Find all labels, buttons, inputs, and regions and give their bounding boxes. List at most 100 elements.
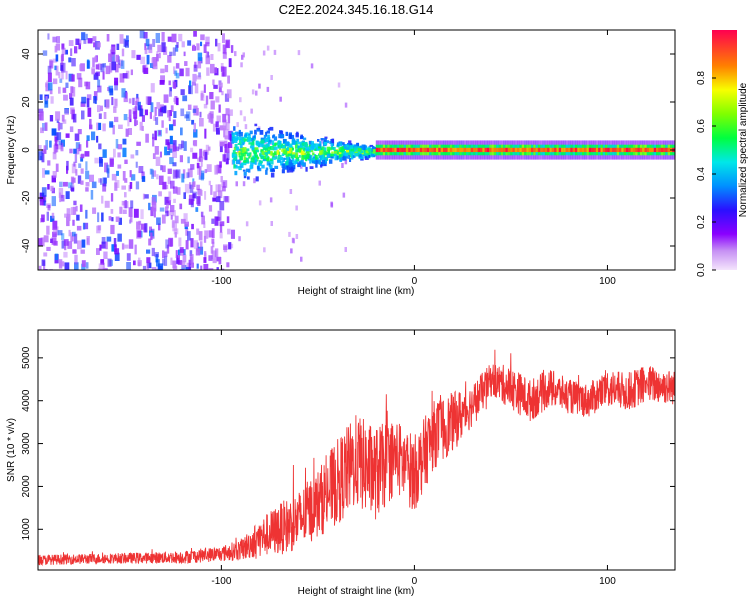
spectrogram-cell (130, 69, 133, 76)
spectrogram-cell (225, 122, 230, 131)
spectrogram-cell (233, 126, 236, 131)
spectrogram-cell (267, 137, 271, 142)
spectrogram-cell (280, 156, 283, 161)
spectrogram-axes: -100 0 100 -40 -20 0 20 40 (21, 30, 675, 287)
spectrogram-cell (372, 149, 377, 154)
spectrogram-cell (487, 147, 490, 153)
spectrogram-cell (128, 128, 132, 135)
spectrogram-cell (205, 51, 209, 59)
snr-plot-frame (37, 329, 676, 571)
spectrogram-cell (263, 247, 266, 253)
spectrogram-cell (246, 152, 251, 157)
spectrogram-cell (185, 228, 189, 236)
spectrogram-cell (53, 240, 58, 246)
spectrogram-cell (78, 77, 83, 88)
spectrogram-cell (215, 196, 221, 203)
spectrogram-cell (269, 197, 273, 203)
spectrogram-cell (97, 225, 102, 231)
spectrogram-cell (242, 169, 246, 172)
spectrogram-y-tick-label: 40 (21, 48, 32, 60)
spectrogram-cell (470, 147, 474, 153)
spectrogram-cell (168, 191, 172, 202)
spectrogram-cell (112, 125, 115, 135)
spectrogram-cell (38, 151, 43, 161)
spectrogram-cell (152, 39, 156, 47)
spectrogram-cell (449, 147, 453, 153)
spectrogram-cell (80, 101, 86, 107)
spectrogram-cell (60, 142, 64, 152)
spectrogram-cell (282, 167, 286, 170)
spectrogram-cell (296, 131, 299, 137)
spectrogram-cell (191, 223, 194, 230)
spectrogram-cell (341, 156, 345, 161)
spectrogram-cell (191, 81, 196, 86)
spectrogram-cell (167, 168, 172, 174)
spectrogram-cell (568, 147, 571, 153)
spectrogram-cell (249, 130, 253, 135)
spectrogram-cell (665, 147, 668, 153)
spectrogram-x-tick-label: 100 (599, 276, 616, 287)
spectrogram-cell (116, 43, 120, 50)
spectrogram-cell (318, 180, 321, 186)
spectrogram-cell (514, 147, 518, 153)
spectrogram-cell (64, 262, 70, 270)
spectrogram-cell (114, 180, 120, 188)
spectrogram-cell (239, 110, 243, 116)
spectrogram-cell (254, 129, 257, 135)
spectrogram-cell (55, 54, 59, 62)
spectrogram-cell (354, 147, 358, 151)
spectrogram-cell (58, 86, 61, 94)
spectrogram-cell (288, 145, 293, 148)
spectrogram-cell (75, 205, 78, 212)
spectrogram-cell (165, 127, 168, 134)
spectrogram-cell (215, 184, 220, 193)
spectrogram-cell (234, 155, 238, 161)
spectrogram-cell (182, 95, 188, 102)
spectrogram-cell (505, 147, 509, 153)
spectrogram-cell (354, 145, 358, 149)
spectrogram-cell (98, 113, 102, 119)
spectrogram-cell (289, 162, 294, 168)
spectrogram-cell (126, 253, 131, 261)
spectrogram-cell (179, 68, 184, 77)
spectrogram-cell (125, 128, 129, 137)
spectrogram-cell (341, 153, 345, 158)
spectrogram-cell (38, 265, 42, 270)
spectrogram-cell (219, 201, 225, 211)
spectrogram-cell (329, 141, 333, 144)
spectrogram-cell (262, 147, 266, 151)
spectrogram-cell (141, 171, 145, 180)
spectrogram-cell (227, 75, 230, 84)
spectrogram-cell (623, 147, 627, 153)
spectrogram-cell (58, 269, 63, 270)
spectrogram-cell (320, 164, 323, 168)
spectrogram-cell (173, 111, 177, 118)
spectrogram-cell (174, 215, 179, 224)
spectrogram-cell (199, 241, 203, 251)
spectrogram-cell (350, 151, 354, 156)
spectrogram-cell (321, 159, 325, 165)
spectrogram-cell (317, 148, 321, 151)
spectrogram-cell (289, 189, 293, 194)
spectrogram-cell (172, 169, 178, 179)
spectrogram-cell (118, 217, 122, 225)
spectrogram-cell (368, 155, 371, 158)
spectrogram-cell (220, 268, 225, 270)
spectrogram-cell (111, 173, 117, 181)
spectrogram-cell (216, 127, 220, 135)
spectrogram-cell (259, 153, 262, 157)
spectrogram-cell (417, 147, 421, 153)
spectrogram-cell (184, 183, 190, 194)
spectrogram-cell (151, 169, 154, 179)
spectrogram-cell (330, 156, 334, 159)
spectrogram-cell (133, 208, 139, 218)
spectrogram-cell (324, 136, 328, 139)
spectrogram-cell (97, 63, 103, 70)
spectrogram-cell (209, 92, 214, 100)
spectrogram-cell (78, 144, 82, 152)
spectrogram-cell (249, 165, 253, 170)
spectrogram-cell (289, 169, 294, 173)
spectrogram-cell (646, 147, 650, 153)
spectrogram-cell (533, 147, 536, 153)
spectrogram-cell (278, 147, 282, 151)
